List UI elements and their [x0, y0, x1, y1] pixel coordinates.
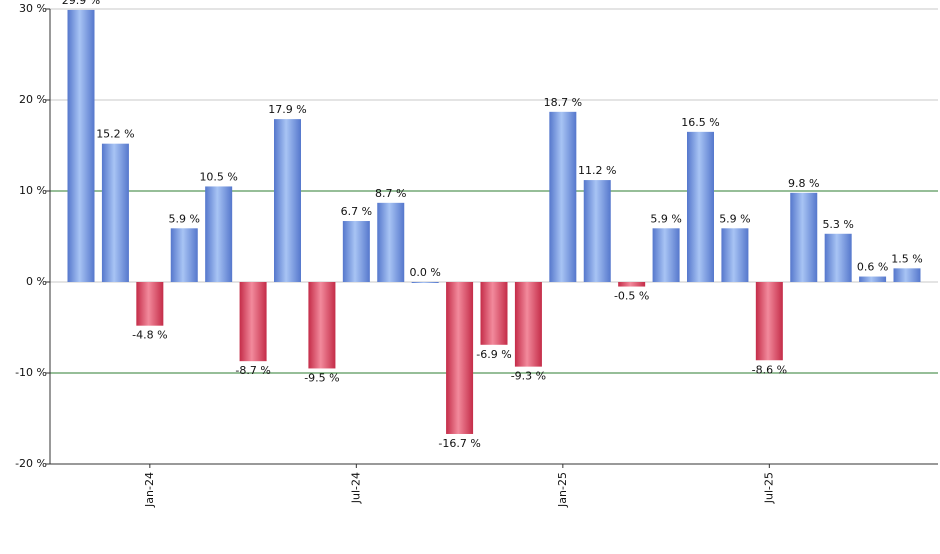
bar: [101, 143, 129, 282]
bar: [755, 282, 783, 361]
bar: [446, 282, 474, 434]
bar: [721, 228, 749, 282]
value-label: 6.7 %: [341, 205, 372, 218]
value-label: 0.0 %: [409, 266, 440, 279]
value-label: 8.7 %: [375, 187, 406, 200]
bar: [618, 282, 646, 287]
bar: [514, 282, 542, 367]
bar: [274, 119, 301, 282]
bar: [308, 282, 336, 369]
value-label: -16.7 %: [438, 437, 480, 450]
bar: [170, 228, 198, 282]
value-label: -8.7 %: [235, 364, 270, 377]
value-label: 5.9 %: [719, 212, 750, 225]
value-label: 11.2 %: [578, 164, 616, 177]
bar: [480, 282, 508, 345]
bar: [790, 192, 818, 282]
bar: [583, 180, 611, 282]
value-label: 10.5 %: [199, 170, 237, 183]
value-label: 1.5 %: [891, 252, 922, 265]
bar: [205, 186, 233, 282]
value-label: -4.8 %: [132, 329, 167, 342]
y-tick-label: 0 %: [26, 275, 47, 288]
x-tick-label: Jan-25: [556, 472, 569, 508]
bar: [136, 282, 164, 326]
value-label: 5.9 %: [650, 212, 681, 225]
bar: [893, 268, 921, 282]
bar: [377, 202, 405, 282]
y-tick-label: 20 %: [19, 93, 47, 106]
bar: [687, 131, 714, 282]
bar: [549, 111, 577, 282]
bar: [824, 233, 852, 282]
value-label: 9.8 %: [788, 177, 819, 190]
y-tick-label: 30 %: [19, 2, 47, 15]
value-label: -0.5 %: [614, 290, 649, 303]
bar: [652, 228, 680, 282]
value-label: 18.7 %: [544, 96, 582, 109]
value-label: -8.6 %: [752, 363, 787, 376]
value-label: 0.6 %: [857, 261, 888, 274]
value-label: 5.3 %: [822, 218, 853, 231]
x-tick-label: Jul-24: [349, 472, 362, 504]
x-tick-label: Jul-25: [762, 472, 775, 504]
bar: [342, 221, 370, 282]
value-label: 16.5 %: [681, 116, 719, 129]
value-label: 5.9 %: [169, 212, 200, 225]
y-tick-label: -20 %: [15, 457, 47, 470]
value-label: -9.3 %: [511, 370, 546, 383]
y-tick-label: 10 %: [19, 184, 47, 197]
bar: [239, 282, 267, 362]
value-label: 15.2 %: [96, 128, 134, 141]
value-label: -6.9 %: [476, 348, 511, 361]
bar: [67, 9, 95, 282]
bar: [859, 276, 887, 282]
y-tick-label: -10 %: [15, 366, 47, 379]
x-tick-label: Jan-24: [143, 472, 156, 508]
value-label: 17.9 %: [268, 103, 306, 116]
bar: [411, 282, 439, 283]
value-label: -9.5 %: [304, 371, 339, 384]
value-label: 29.9 %: [62, 0, 100, 7]
